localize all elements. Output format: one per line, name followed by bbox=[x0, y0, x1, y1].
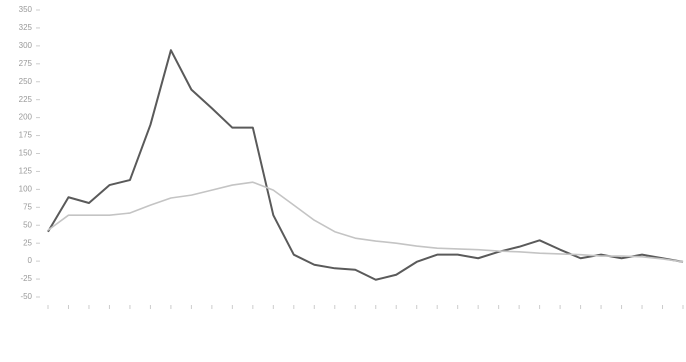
y-tick-label: 125 bbox=[19, 167, 33, 176]
y-tick-label: 225 bbox=[19, 95, 33, 104]
y-tick-label: 25 bbox=[23, 238, 32, 247]
y-tick-label: 50 bbox=[23, 220, 32, 229]
y-tick-label: 150 bbox=[19, 149, 33, 158]
y-tick-label: 100 bbox=[19, 184, 33, 193]
y-tick-label: 250 bbox=[19, 77, 33, 86]
y-tick-label: 175 bbox=[19, 131, 33, 140]
y-tick-label: -50 bbox=[20, 292, 32, 301]
y-tick-label: 275 bbox=[19, 59, 33, 68]
y-tick-label: 325 bbox=[19, 23, 33, 32]
series-line bbox=[47, 49, 684, 281]
y-tick-label: -25 bbox=[20, 274, 32, 283]
series-line bbox=[47, 181, 684, 263]
y-tick-label: 300 bbox=[19, 41, 33, 50]
y-tick-label: 200 bbox=[19, 113, 33, 122]
y-tick-label: 350 bbox=[19, 5, 33, 14]
y-tick-label: 75 bbox=[23, 202, 32, 211]
y-tick-label: 0 bbox=[28, 256, 33, 265]
